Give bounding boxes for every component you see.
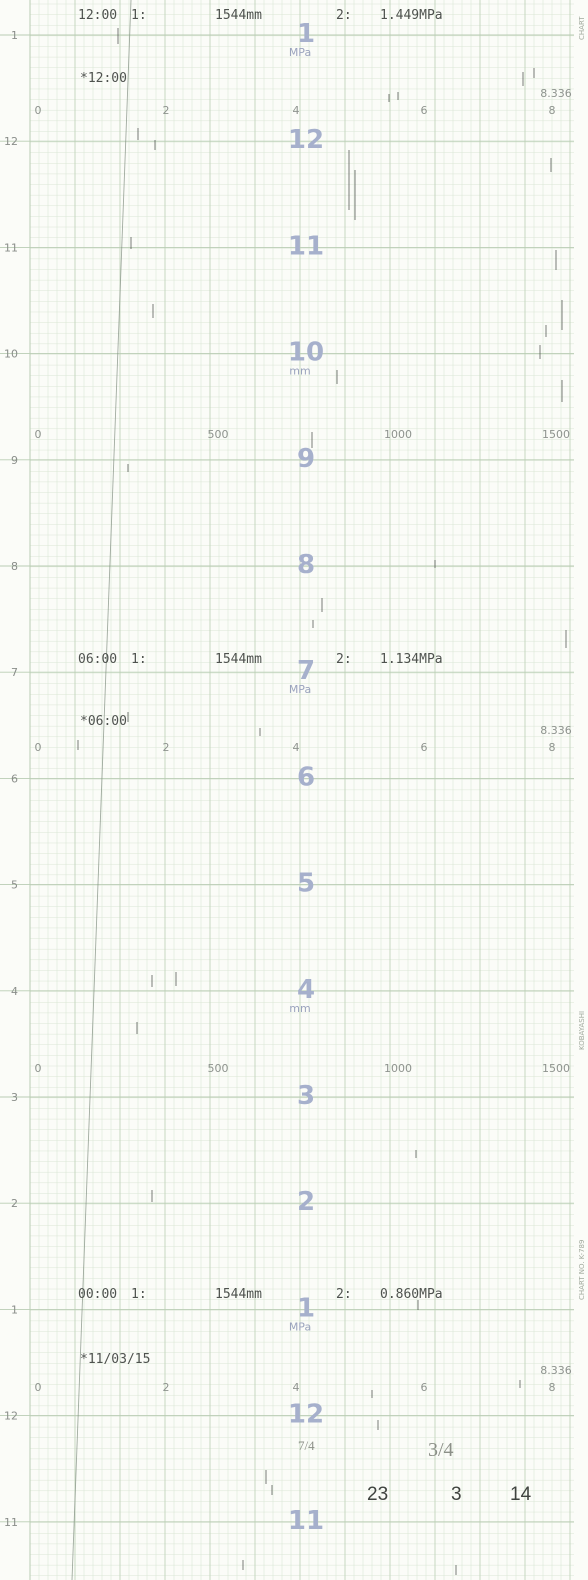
left-hour-tick: 1 xyxy=(11,29,18,42)
pen-traces xyxy=(71,0,567,1580)
record-ch1-value: 1544mm xyxy=(215,8,262,23)
handwritten-note-a: 7/4 xyxy=(298,1438,315,1453)
hour-label: 3 xyxy=(297,1081,315,1111)
pressure-scale-tick: 0 xyxy=(35,104,42,117)
record-ch2-value: 1.449MPa xyxy=(380,8,443,23)
record-stamp: *12:00 xyxy=(80,71,127,86)
brand-chart: CHART xyxy=(578,16,586,40)
major-grid xyxy=(0,0,574,1580)
record-time: 00:00 xyxy=(78,1287,117,1302)
hour-labels: 1 12 11 10 9 8 7 6 5 4 3 2 1 12 11 xyxy=(288,19,324,1536)
pressure-scale-tick: 4 xyxy=(293,104,300,117)
hour-label: 9 xyxy=(297,444,315,474)
left-hour-tick: 2 xyxy=(11,1197,18,1210)
handwritten-note-b: 3/4 xyxy=(428,1439,454,1461)
level-scale-tick: 1000 xyxy=(384,428,412,441)
handwritten-number-23: 23 xyxy=(367,1484,388,1505)
hour-label: 11 xyxy=(288,1506,324,1536)
left-hour-tick: 4 xyxy=(11,985,18,998)
unit-labels: MPa mm MPa mm MPa xyxy=(289,46,311,1333)
hour-label: 10 xyxy=(288,338,324,368)
pressure-max-label: 8.336 xyxy=(540,87,572,100)
left-hour-tick: 12 xyxy=(4,1410,18,1423)
pressure-scale-tick: 0 xyxy=(35,1381,42,1394)
hour-label: 8 xyxy=(297,550,315,580)
pen-trace-main xyxy=(71,0,132,1580)
pressure-scale-tick: 2 xyxy=(163,1381,170,1394)
pressure-scale-tick: 6 xyxy=(421,741,428,754)
record-ch1-label: 1: xyxy=(131,8,147,23)
brand-chart-number: CHART NO. K-789 xyxy=(578,1240,586,1300)
hour-label: 2 xyxy=(297,1187,315,1217)
left-hour-tick: 11 xyxy=(4,1516,18,1529)
pressure-scale-tick: 2 xyxy=(163,104,170,117)
pressure-scale-tick: 4 xyxy=(293,1381,300,1394)
left-hour-tick: 10 xyxy=(4,348,18,361)
left-hour-tick: 1 xyxy=(11,1303,18,1316)
handwritten-notes: 7/4 3/4 23 3 14 xyxy=(298,1438,532,1505)
record-ch1-label: 1: xyxy=(131,652,147,667)
unit-label: MPa xyxy=(289,1320,311,1333)
pressure-scale-tick: 6 xyxy=(421,104,428,117)
left-hour-tick: 6 xyxy=(11,772,18,785)
record-ch2-value: 0.860MPa xyxy=(380,1287,443,1302)
pressure-scale-tick: 4 xyxy=(293,741,300,754)
level-scale-tick: 0 xyxy=(35,428,42,441)
pressure-max-label: 8.336 xyxy=(540,724,572,737)
level-scale-tick: 1500 xyxy=(542,1062,570,1075)
record-ch2-label: 2: xyxy=(336,1287,352,1302)
record-ch1-label: 1: xyxy=(131,1287,147,1302)
left-hour-tick: 7 xyxy=(11,666,18,679)
unit-label: MPa xyxy=(289,683,311,696)
pressure-scale-tick: 0 xyxy=(35,741,42,754)
left-hour-tick: 9 xyxy=(11,454,18,467)
record-stamp: *11/03/15 xyxy=(80,1352,150,1367)
hour-label: 5 xyxy=(297,869,315,899)
brand-strip: CHART KOBAYASHI CHART NO. K-789 xyxy=(578,16,586,1300)
left-hour-tick: 5 xyxy=(11,879,18,892)
record-ch2-label: 2: xyxy=(336,8,352,23)
level-scale-tick: 0 xyxy=(35,1062,42,1075)
pressure-scale-tick: 8 xyxy=(549,104,556,117)
level-scale-tick: 1000 xyxy=(384,1062,412,1075)
level-scale-tick: 500 xyxy=(208,1062,229,1075)
pressure-scale-tick: 8 xyxy=(549,1381,556,1394)
left-hour-tick: 12 xyxy=(4,135,18,148)
record-ch2-value: 1.134MPa xyxy=(380,652,443,667)
left-hour-tick: 8 xyxy=(11,560,18,573)
level-scale-tick: 1500 xyxy=(542,428,570,441)
hour-label: 1 xyxy=(297,19,315,49)
hour-label: 7 xyxy=(297,656,315,686)
handwritten-number-3: 3 xyxy=(451,1484,462,1505)
pressure-scale-tick: 2 xyxy=(163,741,170,754)
hour-label: 6 xyxy=(297,762,315,792)
level-scale-tick: 500 xyxy=(208,428,229,441)
left-hour-tick: 3 xyxy=(11,1091,18,1104)
hour-label: 11 xyxy=(288,231,324,261)
record-ch2-label: 2: xyxy=(336,652,352,667)
brand-kobayashi: KOBAYASHI xyxy=(578,1011,586,1050)
pressure-scale-tick: 8 xyxy=(549,741,556,754)
record-time: 06:00 xyxy=(78,652,117,667)
hour-label: 4 xyxy=(297,975,315,1005)
record-stamp: *06:00 xyxy=(80,714,127,729)
pressure-max-label: 8.336 xyxy=(540,1364,572,1377)
unit-label: MPa xyxy=(289,46,311,59)
record-ch1-value: 1544mm xyxy=(215,1287,262,1302)
unit-label: mm xyxy=(289,1002,310,1015)
hour-label: 12 xyxy=(288,125,324,155)
hour-label: 12 xyxy=(288,1400,324,1430)
record-ch1-value: 1544mm xyxy=(215,652,262,667)
left-hour-tick: 11 xyxy=(4,241,18,254)
unit-label: mm xyxy=(289,365,310,378)
record-time: 12:00 xyxy=(78,8,117,23)
left-hour-ticks: 1 12 11 10 9 8 7 6 5 4 3 2 1 12 11 xyxy=(4,29,18,1529)
pressure-scale-tick: 6 xyxy=(421,1381,428,1394)
handwritten-number-14: 14 xyxy=(510,1484,532,1505)
hour-label: 1 xyxy=(297,1293,315,1323)
